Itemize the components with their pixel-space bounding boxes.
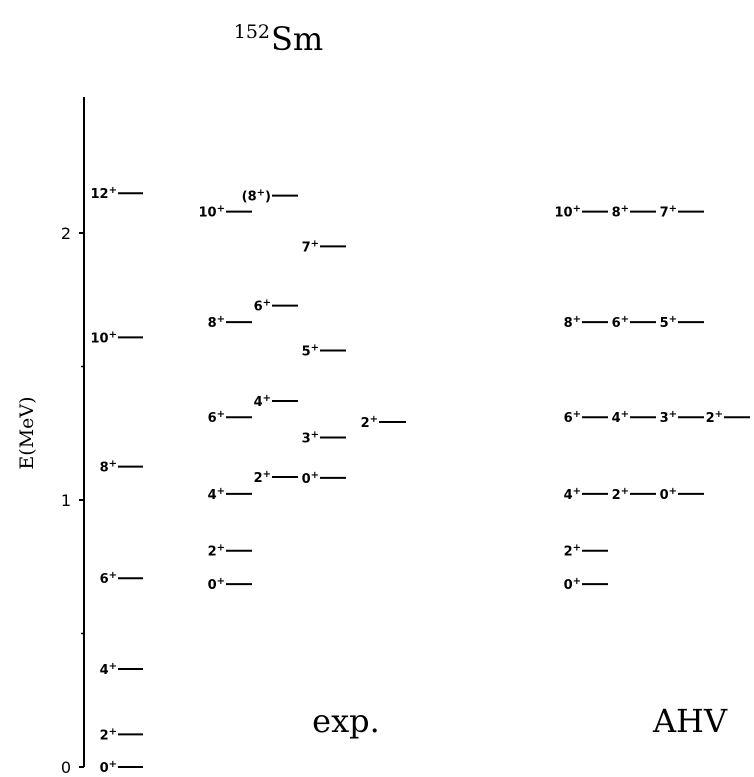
level-label: 4+	[612, 409, 629, 426]
level-column-ahv-c1: 0+ 2+ 4+ 6+ 8+ 10+	[555, 204, 608, 593]
level-column-ahv-c4: 2+	[706, 409, 750, 426]
level-column-exp-band3: 0+ 3+ 5+ 7+	[302, 238, 346, 487]
level-label: 0+	[208, 576, 225, 593]
level-label: 6+	[254, 298, 271, 315]
level-label: 10+	[555, 204, 581, 221]
level-column-ahv-c2: 2+ 4+ 6+ 8+	[612, 204, 656, 503]
level-label: 3+	[660, 409, 677, 426]
level-label: 4+	[100, 661, 117, 678]
level-label: 6+	[612, 314, 629, 331]
level-label: 2+	[564, 543, 581, 560]
level-label: 0+	[100, 759, 117, 776]
level-label: 2+	[100, 726, 117, 743]
y-axis-label: E(MeV)	[16, 396, 38, 469]
level-label: 2+	[612, 486, 629, 503]
level-label: 6+	[564, 409, 581, 426]
panel-label-exp: exp.	[312, 702, 380, 740]
level-label: 2+	[361, 414, 378, 431]
level-label: 4+	[254, 393, 271, 410]
level-label: 8+	[612, 204, 629, 221]
level-label: 0+	[660, 486, 677, 503]
level-label: 6+	[100, 570, 117, 587]
title-mass-number: 152	[234, 21, 270, 43]
level-label: 2+	[208, 543, 225, 560]
level-label: 0+	[564, 576, 581, 593]
y-tick-label: 0	[61, 758, 71, 777]
level-label: 5+	[302, 342, 319, 359]
level-label: 4+	[564, 486, 581, 503]
level-label: 0+	[302, 470, 319, 487]
y-tick-label: 2	[61, 224, 71, 243]
levels: 0+2+4+6+8+10+12+0+2+4+6+8+10+2+4+6+(8+)0…	[91, 185, 750, 776]
level-label: 2+	[706, 409, 723, 426]
level-label: 7+	[660, 204, 677, 221]
level-column-exp-band4: 2+	[361, 414, 406, 431]
level-label: 8+	[100, 459, 117, 476]
level-column-ground: 0+ 2+ 4+ 6+ 8+ 10+ 12+	[91, 185, 143, 776]
level-label: 8+	[564, 314, 581, 331]
y-tick-label: 1	[61, 491, 71, 510]
level-label: 5+	[660, 314, 677, 331]
chart-title: Sm	[271, 20, 323, 58]
level-label: 4+	[208, 486, 225, 503]
y-axis: 0 1 2	[61, 97, 85, 777]
level-label: 12+	[91, 185, 117, 202]
level-label: 6+	[208, 409, 225, 426]
level-label: 3+	[302, 430, 319, 447]
level-column-exp-band1: 0+ 2+ 4+ 6+ 8+ 10+	[199, 204, 252, 593]
level-label: 10+	[199, 204, 225, 221]
level-column-ahv-c3: 0+ 3+ 5+ 7+	[660, 204, 704, 503]
panel-label-ahv: AHV	[652, 702, 728, 740]
level-column-exp-band2: 2+ 4+ 6+ (8+)	[242, 188, 298, 486]
level-label: 7+	[302, 238, 319, 255]
level-label: 8+	[208, 314, 225, 331]
level-label: 10+	[91, 329, 117, 346]
level-label: (8+)	[242, 188, 271, 205]
level-label: 2+	[254, 469, 271, 486]
